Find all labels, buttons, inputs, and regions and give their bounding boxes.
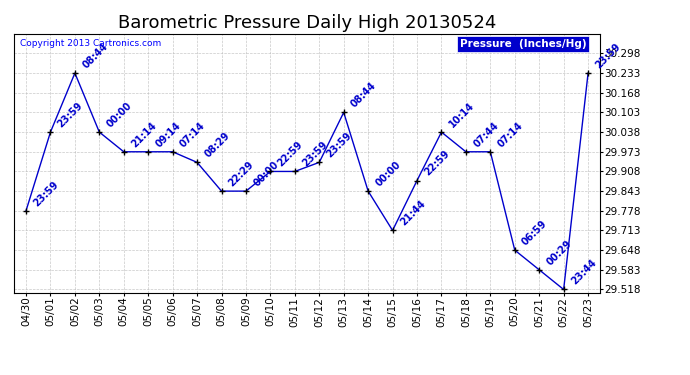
Text: 08:44: 08:44	[349, 81, 378, 110]
Text: 23:44: 23:44	[569, 258, 598, 287]
Text: 07:14: 07:14	[496, 120, 525, 149]
Text: 00:00: 00:00	[252, 159, 281, 188]
Text: Pressure  (Inches/Hg): Pressure (Inches/Hg)	[460, 39, 586, 49]
Text: 00:00: 00:00	[374, 159, 403, 188]
Text: 00:00: 00:00	[105, 100, 134, 129]
Text: 23:59: 23:59	[593, 41, 622, 70]
Text: 07:14: 07:14	[178, 120, 207, 149]
Text: 06:59: 06:59	[520, 218, 549, 248]
Text: 23:59: 23:59	[32, 179, 61, 208]
Text: 21:44: 21:44	[398, 199, 427, 228]
Text: Copyright 2013 Cartronics.com: Copyright 2013 Cartronics.com	[19, 39, 161, 48]
Text: 23:59: 23:59	[325, 130, 354, 160]
Text: 22:59: 22:59	[422, 149, 451, 178]
Text: 08:44: 08:44	[81, 41, 110, 70]
Text: 22:29: 22:29	[227, 159, 256, 188]
Text: 08:29: 08:29	[203, 130, 232, 160]
Text: 22:59: 22:59	[276, 140, 305, 169]
Title: Barometric Pressure Daily High 20130524: Barometric Pressure Daily High 20130524	[118, 14, 496, 32]
Text: 10:14: 10:14	[447, 100, 476, 129]
Text: 07:44: 07:44	[471, 120, 500, 149]
Text: 09:14: 09:14	[154, 120, 183, 149]
Text: 00:29: 00:29	[545, 238, 574, 267]
Text: 21:14: 21:14	[129, 120, 158, 149]
Text: 23:59: 23:59	[56, 100, 85, 129]
Text: 23:59: 23:59	[300, 140, 329, 169]
